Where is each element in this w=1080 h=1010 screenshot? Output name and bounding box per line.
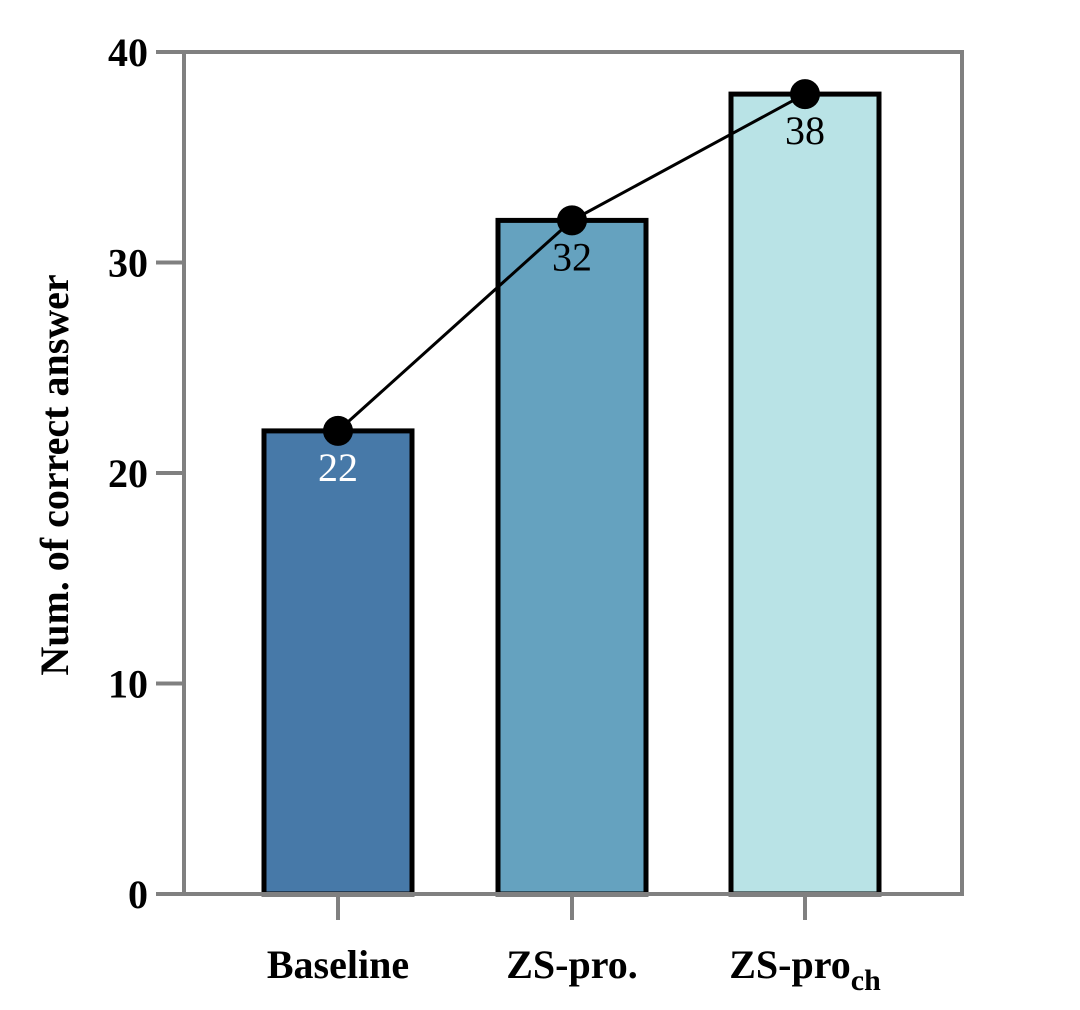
data-label-2: 32: [552, 234, 592, 279]
y-tick-label: 20: [108, 451, 148, 496]
trend-line-series: [323, 79, 820, 446]
bar-2: [495, 217, 649, 897]
line-marker-2: [557, 205, 587, 236]
data-label-3: 38: [785, 108, 825, 153]
line-marker-3: [790, 79, 820, 110]
x-tick-label: ZS-pro.: [506, 942, 638, 987]
data-label-1: 22: [318, 445, 358, 490]
bar-3: [728, 91, 882, 897]
line-marker-1: [323, 415, 353, 446]
y-tick-label: 30: [108, 241, 148, 286]
bar-1: [261, 428, 415, 897]
y-tick-label: 40: [108, 30, 148, 75]
y-axis-title: Num. of correct answer: [32, 274, 77, 675]
axes: 0 10 20 30 40 Baseline ZS-pro. ZS-proch: [108, 30, 881, 997]
y-tick-label: 10: [108, 662, 148, 707]
y-tick-label: 0: [128, 872, 148, 917]
data-labels: 22 32 38: [318, 108, 825, 490]
x-tick-label: ZS-proch: [729, 942, 881, 997]
x-tick-label: Baseline: [267, 942, 409, 987]
